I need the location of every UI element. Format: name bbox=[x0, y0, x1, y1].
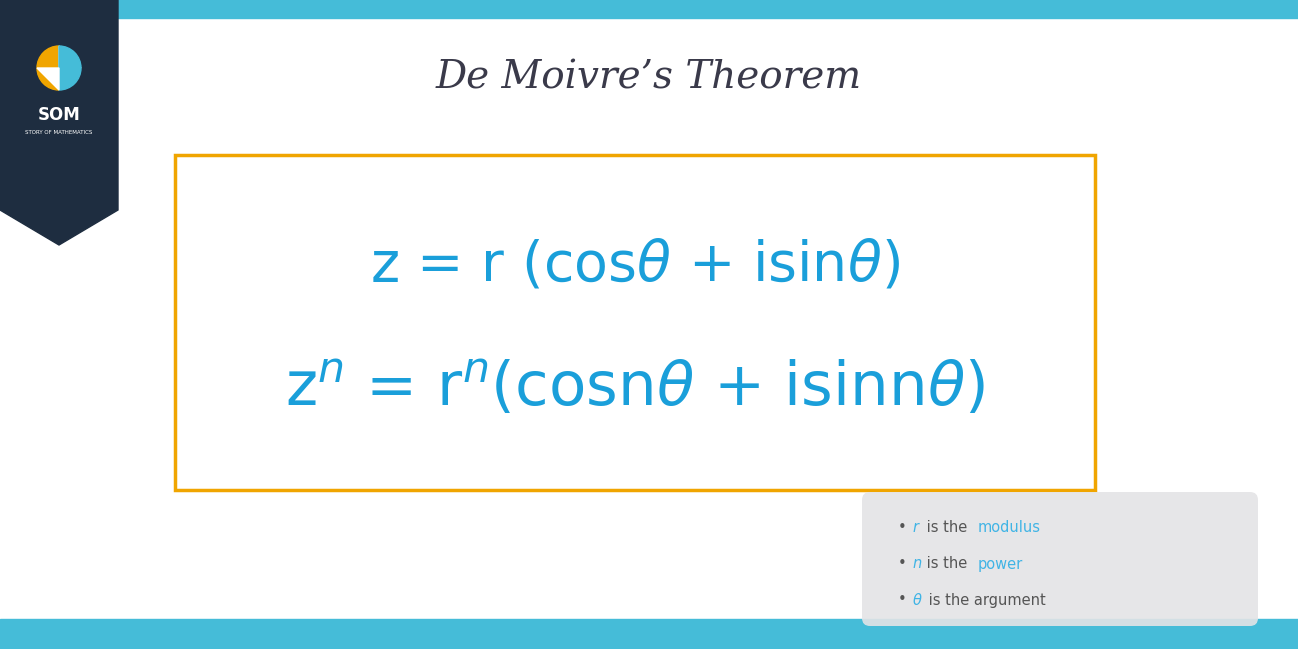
Text: STORY OF MATHEMATICS: STORY OF MATHEMATICS bbox=[26, 130, 92, 134]
Text: •: • bbox=[898, 520, 907, 535]
Text: power: power bbox=[977, 556, 1023, 572]
Text: n: n bbox=[912, 556, 922, 572]
Text: is the argument: is the argument bbox=[924, 593, 1046, 607]
Text: is the: is the bbox=[922, 556, 972, 572]
Wedge shape bbox=[58, 46, 80, 90]
Bar bbox=[0, 0, 1298, 18]
Text: De Moivre’s Theorem: De Moivre’s Theorem bbox=[436, 60, 862, 97]
Text: $\theta$: $\theta$ bbox=[912, 592, 923, 608]
Polygon shape bbox=[58, 46, 80, 68]
Wedge shape bbox=[38, 46, 58, 90]
Polygon shape bbox=[38, 68, 58, 90]
Polygon shape bbox=[0, 0, 118, 245]
Text: •: • bbox=[898, 593, 907, 607]
FancyBboxPatch shape bbox=[862, 492, 1258, 626]
Text: z$^n$ = r$^n$(cosn$\theta$ + isinn$\theta$): z$^n$ = r$^n$(cosn$\theta$ + isinn$\thet… bbox=[286, 360, 985, 419]
FancyBboxPatch shape bbox=[175, 155, 1096, 490]
Bar bbox=[0, 619, 1298, 649]
Text: is the: is the bbox=[922, 520, 972, 535]
Text: •: • bbox=[898, 556, 907, 572]
Text: modulus: modulus bbox=[977, 520, 1041, 535]
Text: SOM: SOM bbox=[38, 106, 80, 124]
Text: z = r (cos$\theta$ + isin$\theta$): z = r (cos$\theta$ + isin$\theta$) bbox=[370, 239, 900, 293]
Text: r: r bbox=[912, 520, 918, 535]
